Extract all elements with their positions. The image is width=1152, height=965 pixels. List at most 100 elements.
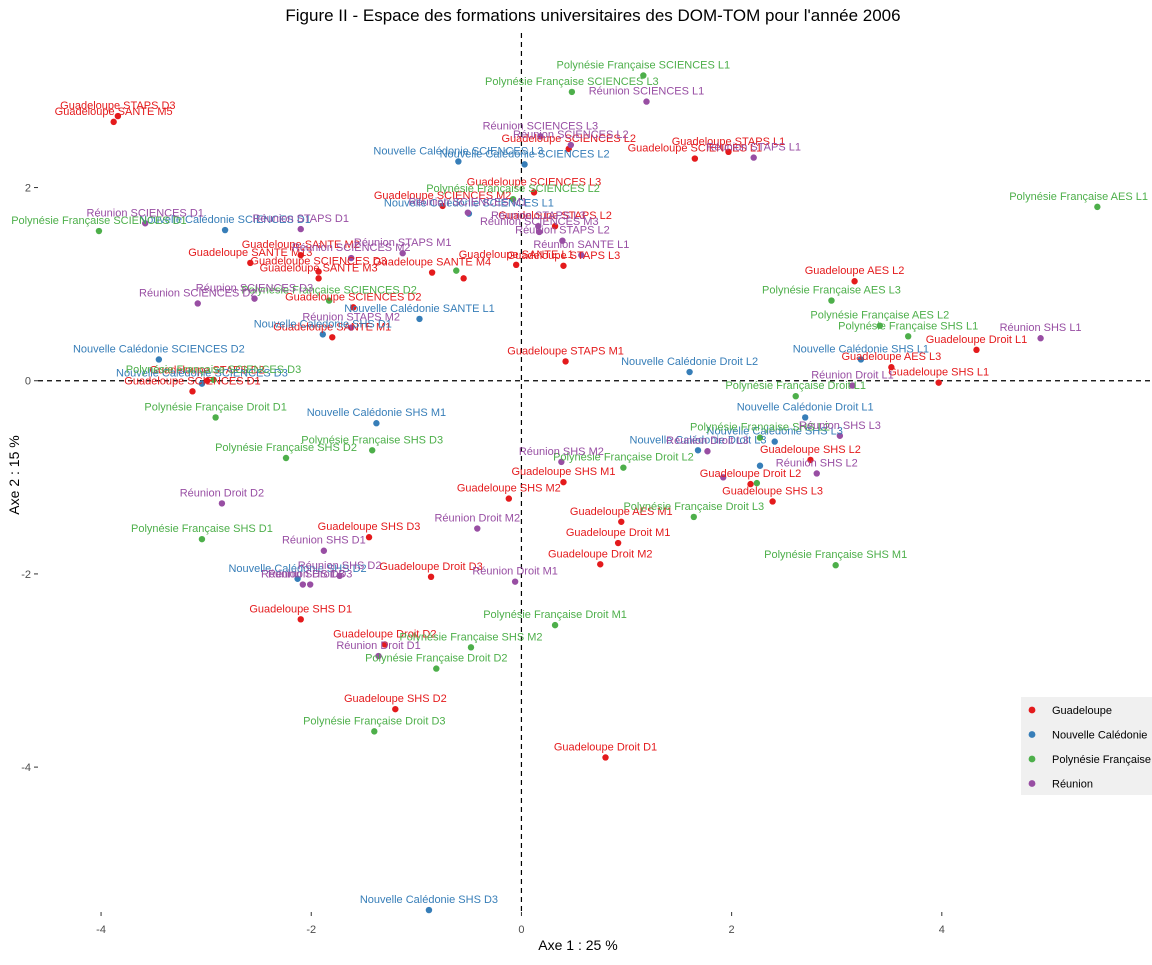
point-label: Polynésie Française Droit D3: [303, 715, 445, 727]
point-label: Réunion STAPS M1: [354, 237, 452, 249]
point-label: Guadeloupe AES M1: [570, 506, 673, 518]
point-label: Réunion SHS L3: [799, 420, 881, 432]
data-point: [95, 227, 103, 235]
point-label: Guadeloupe SANTE M13: [188, 247, 312, 259]
point-label: Guadeloupe SCIENCES L1: [628, 143, 763, 155]
data-point: [218, 500, 226, 507]
point-label: Polynésie Française SHS M2: [399, 631, 542, 643]
point-label: Réunion Droit L3: [666, 435, 749, 447]
data-point: [306, 581, 314, 588]
point-label: Guadeloupe Droit L2: [700, 468, 802, 480]
point-label: Polynésie Française Droit L1: [725, 380, 866, 392]
data-point: [620, 464, 627, 471]
data-point: [876, 322, 884, 329]
point-label: Nouvelle Calédonie SCIENCES D1: [139, 214, 311, 226]
data-point: [530, 189, 538, 196]
data-point: [694, 447, 702, 454]
data-point: [319, 331, 327, 338]
point-label: Réunion STAPS L3: [491, 210, 586, 222]
data-point: [505, 495, 513, 502]
point-label: Polynésie Française Droit D1: [144, 401, 286, 413]
data-point: [347, 324, 355, 331]
point-label: Guadeloupe AES L3: [842, 351, 942, 363]
data-point: [747, 480, 754, 488]
legend-key: [1028, 731, 1036, 738]
data-point: [560, 262, 567, 269]
data-point: [813, 470, 820, 477]
data-point: [110, 118, 117, 126]
data-point: [690, 513, 697, 521]
point-label: Guadeloupe SHS D3: [318, 521, 421, 533]
data-point: [1094, 203, 1101, 211]
y-tick-label: 0: [25, 376, 31, 388]
point-label: Réunion SHS D2: [298, 560, 382, 572]
point-label: Guadeloupe SCIENCES L3: [467, 176, 602, 188]
point-label: Réunion SCIENCES D1: [87, 207, 204, 219]
point-label: Réunion Droit M1: [472, 566, 558, 578]
x-tick-label: 2: [729, 924, 735, 936]
data-point: [551, 222, 559, 230]
x-tick-label: -4: [96, 924, 106, 936]
data-point: [725, 148, 732, 156]
chart-title: Figure II - Espace des formations univer…: [285, 6, 900, 25]
data-point: [836, 432, 844, 439]
data-point: [299, 581, 307, 588]
data-point: [204, 377, 211, 384]
point-label: Guadeloupe STAPS M1: [507, 345, 624, 357]
data-point: [325, 297, 333, 304]
point-label: Guadeloupe SANTE M2: [242, 239, 360, 251]
point-label: Guadeloupe SCIENCES L2: [501, 133, 636, 145]
data-point: [512, 261, 520, 269]
point-label: Réunion SHS D3: [261, 569, 345, 581]
point-label: Réunion SCIENCES D3: [196, 283, 313, 295]
data-point: [521, 161, 528, 168]
point-label: Guadeloupe SANTE M1: [273, 321, 391, 333]
legend-label: Réunion: [1052, 779, 1093, 791]
point-label: Polynésie Française SCIENCES L3: [485, 76, 659, 88]
legend-key: [1028, 755, 1036, 763]
point-label: Réunion Droit L1: [811, 370, 894, 382]
point-label: Nouvelle Calédonie Droit L1: [737, 401, 874, 413]
data-point: [433, 665, 440, 672]
point-label: Réunion STAPS L1: [706, 142, 801, 154]
legend-background: [1021, 697, 1152, 795]
data-point: [801, 414, 809, 421]
point-label: Polynésie Française SHS L1: [838, 320, 978, 332]
point-label: Réunion STAPS M2: [302, 312, 400, 324]
point-label: Nouvelle Calédonie Droit L2: [621, 356, 758, 368]
point-label: Guadeloupe SHS L2: [760, 444, 861, 456]
point-label: Polynésie Française Droit L3: [623, 501, 764, 513]
y-tick-label: -4: [21, 762, 31, 774]
point-label: Polynésie Française SHS D3: [301, 434, 443, 446]
point-label: Nouvelle Calédonie Droit L3: [630, 434, 767, 446]
data-point: [756, 434, 764, 441]
point-label: Réunion SHS D1: [282, 535, 366, 547]
data-point: [329, 334, 336, 341]
point-label: Guadeloupe SHS M1: [511, 466, 615, 478]
data-point: [425, 906, 433, 914]
data-point: [904, 333, 912, 340]
data-point: [568, 88, 576, 96]
data-point: [320, 547, 328, 554]
legend-key: [1028, 780, 1036, 787]
point-label: Guadeloupe SCIENCES M2: [374, 190, 512, 202]
data-point: [535, 222, 542, 230]
point-label: Réunion SCIENCES L1: [589, 86, 705, 98]
point-label: Réunion Droit D2: [180, 487, 264, 499]
point-label: Polynésie Française Droit D2: [365, 653, 507, 665]
point-label: Polynésie Française SCIENCES D3: [126, 364, 301, 376]
data-point: [807, 456, 814, 464]
point-label: Guadeloupe SCIENCES D1: [124, 375, 260, 387]
data-point: [474, 525, 481, 532]
data-point: [537, 133, 544, 140]
point-label: Réunion SHS M2: [519, 446, 604, 458]
data-point: [212, 414, 219, 421]
y-axis-title: Axe 2 : 15 %: [6, 435, 22, 514]
point-label: Guadeloupe SHS L1: [888, 367, 989, 379]
data-point: [315, 275, 322, 282]
point-label: Polynésie Française AES L3: [762, 285, 901, 297]
point-label: Réunion SCIENCES L3: [483, 120, 599, 132]
axes: -4 -2 0 2 4 -4 -2 0 2: [21, 183, 945, 936]
data-point: [792, 392, 799, 400]
